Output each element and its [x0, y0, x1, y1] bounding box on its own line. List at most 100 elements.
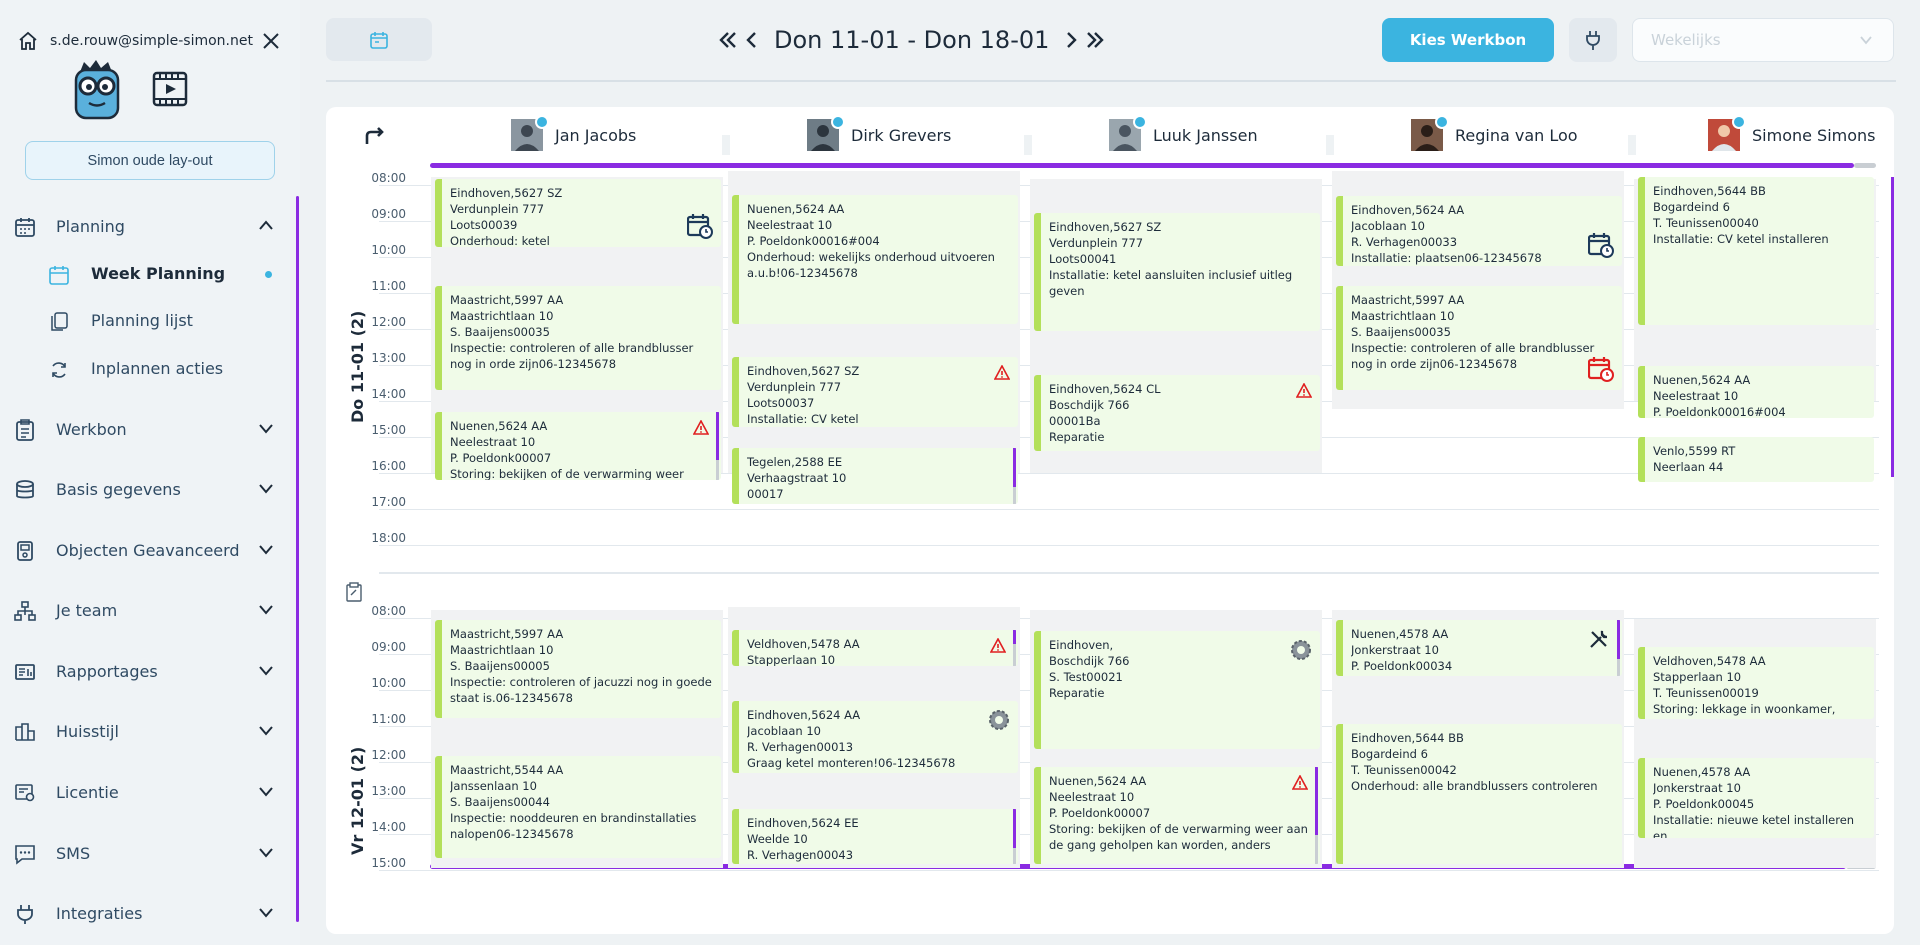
- video-icon[interactable]: [152, 71, 188, 107]
- time-label: 09:00: [371, 207, 406, 221]
- card-location: Maastricht,5997 AA: [450, 293, 564, 307]
- appointment-card[interactable]: Nuenen,4578 AA Jonkerstraat 10 P. Poeldonk…: [1638, 758, 1874, 838]
- time-label: 15:00: [371, 856, 406, 870]
- scroll-indicator[interactable]: [1315, 767, 1318, 835]
- card-reference: P. Poeldonk00007: [450, 451, 552, 465]
- card-reference: P. Poeldonk00034: [1351, 659, 1453, 673]
- appointment-card[interactable]: Eindhoven,5624 EE Weelde 10 R. Verhagen000…: [732, 809, 1018, 864]
- card-address: Verdunplein 777: [747, 380, 842, 394]
- appointment-card[interactable]: Maastricht,5544 AA Janssenlaan 10 S. Baaij…: [435, 756, 721, 858]
- employee-header-dirk-grevers[interactable]: Dirk Grevers: [807, 115, 951, 153]
- sidebar-item-objecten-geavanceerd[interactable]: Objecten Geavanceerd: [0, 530, 295, 570]
- appointment-card[interactable]: Eindhoven,5624 CL Boschdijk 766 00001Ba Rep…: [1034, 375, 1320, 451]
- sidebar-item-je-team[interactable]: Je team: [0, 590, 295, 630]
- sidebar-item-licentie[interactable]: Licentie: [0, 772, 295, 812]
- plug-icon: [1586, 31, 1600, 50]
- sidebar-item-werkbon[interactable]: Werkbon: [0, 409, 295, 449]
- card-location: Nuenen,5624 AA: [1049, 774, 1147, 788]
- appointment-card[interactable]: Eindhoven,5624 AA Jacoblaan 10 R. Verhagen…: [732, 701, 1018, 773]
- card-address: Stapperlaan 10: [1653, 670, 1742, 684]
- scroll-indicator[interactable]: [1013, 630, 1016, 644]
- sidebar-item-rapportages[interactable]: Rapportages: [0, 651, 295, 691]
- calendar-picker-button[interactable]: [326, 18, 432, 61]
- unknown-status-marker: ?: [1336, 646, 1342, 657]
- card-reference: R. Verhagen00033: [1351, 235, 1458, 249]
- appointment-card[interactable]: Eindhoven,5644 BB Bogardeind 6 T. Teunisse…: [1638, 177, 1874, 325]
- avatar: [511, 115, 549, 151]
- appointment-card[interactable]: Maastricht,5997 AA Maastrichtlaan 10 S. Ba…: [435, 620, 721, 718]
- sidebar-item-label: Objecten Geavanceerd: [56, 540, 240, 560]
- sidebar-subitem-week-planning[interactable]: Week Planning: [0, 256, 295, 292]
- appointment-card[interactable]: Eindhoven,5644 BB Bogardeind 6 T. Teunisse…: [1336, 724, 1622, 864]
- appointment-card[interactable]: Nuenen,5624 AA Neelestraat 10 P. Poeldonk0…: [435, 412, 721, 480]
- sidebar-item-basis-gegevens[interactable]: Basis gegevens: [0, 469, 295, 509]
- card-reference: R. Verhagen00043: [747, 848, 854, 862]
- sidebar-item-integraties[interactable]: Integraties: [0, 893, 295, 933]
- sidebar-item-label: Basis gegevens: [56, 479, 181, 499]
- time-label: 11:00: [371, 279, 406, 293]
- period-select[interactable]: Wekelijks: [1632, 18, 1894, 62]
- day-divider: [379, 572, 1879, 574]
- card-address: Neelestraat 10: [1653, 389, 1739, 403]
- appointment-card[interactable]: Eindhoven,5627 SZ Verdunplein 777 Loots000…: [435, 179, 721, 247]
- appointment-card[interactable]: Eindhoven, Boschdijk 766 S. Test00021 Repar…: [1034, 631, 1320, 749]
- appointment-card[interactable]: Maastricht,5997 AA Maastrichtlaan 10 S. Ba…: [1336, 286, 1622, 390]
- card-description: Inspectie: nooddeuren en brandinstallati…: [450, 811, 697, 841]
- column-scrollbar[interactable]: [1891, 177, 1894, 477]
- hour-gridline: [379, 509, 1879, 510]
- appointment-card[interactable]: Nuenen,5624 AA Neelestraat 10 P. Poeldonk0…: [1638, 366, 1874, 418]
- appointment-card[interactable]: Veldhoven,5478 AA Stapperlaan 10: [732, 630, 1018, 666]
- card-reference: P. Poeldonk00016#004: [1653, 405, 1786, 418]
- sidebar-item-huisstijl[interactable]: Huisstijl: [0, 711, 295, 751]
- appointment-card[interactable]: Nuenen,5624 AA Neelestraat 10 P. Poeldonk0…: [732, 195, 1018, 324]
- sidebar-item-planning[interactable]: Planning: [0, 206, 295, 246]
- appointment-card[interactable]: Tegelen,2588 EE Verhaagstraat 10 00017: [732, 448, 1018, 504]
- status-badge: [831, 115, 845, 129]
- home-icon[interactable]: [18, 31, 38, 51]
- next-period-double-icon[interactable]: [1083, 28, 1107, 52]
- scroll-indicator[interactable]: [1013, 448, 1016, 487]
- employee-header-simone-simons[interactable]: Simone Simons: [1708, 115, 1876, 153]
- appointment-card[interactable]: Eindhoven,5627 SZ Verdunplein 777 Loots000…: [732, 357, 1018, 427]
- appointment-card[interactable]: Eindhoven,5624 AA Jacoblaan 10 R. Verhagen…: [1336, 196, 1622, 266]
- appointment-card[interactable]: Veldhoven,5478 AA Stapperlaan 10 T. Teunis…: [1638, 647, 1874, 719]
- chat-icon: [15, 845, 35, 865]
- appointment-card[interactable]: Nuenen,5624 AA Neelestraat 10 P. Poeldonk0…: [1034, 767, 1320, 864]
- previous-period-icon[interactable]: [740, 28, 764, 52]
- chevron-down-icon: [259, 726, 273, 736]
- employee-header-luuk-janssen[interactable]: Luuk Janssen: [1109, 115, 1258, 153]
- report-icon: [15, 664, 35, 680]
- sidebar-subitem-planning-lijst[interactable]: Planning lijst: [0, 303, 295, 339]
- scroll-indicator[interactable]: [716, 412, 719, 460]
- sidebar-item-sms[interactable]: SMS: [0, 833, 295, 873]
- next-period-icon[interactable]: [1059, 28, 1083, 52]
- old-layout-button[interactable]: Simon oude lay-out: [25, 141, 275, 180]
- appointment-card[interactable]: Eindhoven,5627 SZ Verdunplein 777 Loots000…: [1034, 213, 1320, 331]
- close-icon[interactable]: [262, 32, 280, 50]
- appointment-card[interactable]: Venlo,5599 RT Neerlaan 44: [1638, 437, 1874, 482]
- clipboard-icon[interactable]: [346, 582, 362, 602]
- swap-view-icon[interactable]: [364, 125, 386, 147]
- scroll-indicator[interactable]: [1617, 620, 1620, 659]
- kies-werkbon-button[interactable]: Kies Werkbon: [1382, 18, 1554, 62]
- sidebar-subitem-inplannen-acties[interactable]: Inplannen acties: [0, 351, 295, 387]
- card-description: Inspectie: controleren of alle brandblus…: [450, 341, 694, 371]
- hour-gridline: [379, 545, 1879, 546]
- employee-header-regina-van-loo[interactable]: Regina van Loo: [1411, 115, 1578, 153]
- scroll-indicator[interactable]: [1013, 809, 1016, 848]
- card-description: Reparatie: [1049, 430, 1105, 444]
- card-location: Nuenen,5624 AA: [450, 419, 548, 433]
- hour-gridline: [379, 870, 1879, 871]
- card-address: Jonkerstraat 10: [1351, 643, 1439, 657]
- employee-header-jan-jacobs[interactable]: Jan Jacobs: [511, 115, 636, 153]
- chevron-up-icon: [259, 220, 273, 230]
- calendar-reschedule-icon: [687, 214, 713, 239]
- appointment-card[interactable]: Nuenen,4578 AA Jonkerstraat 10 P. Poeldonk…: [1336, 620, 1622, 676]
- previous-period-double-icon[interactable]: [716, 28, 740, 52]
- tools-icon: [1590, 630, 1608, 648]
- integration-button[interactable]: [1569, 18, 1617, 62]
- sidebar-scrollbar[interactable]: [296, 196, 299, 922]
- time-label: 14:00: [371, 820, 406, 834]
- appointment-card[interactable]: Maastricht,5997 AA Maastrichtlaan 10 S. Ba…: [435, 286, 721, 390]
- time-label: 12:00: [371, 315, 406, 329]
